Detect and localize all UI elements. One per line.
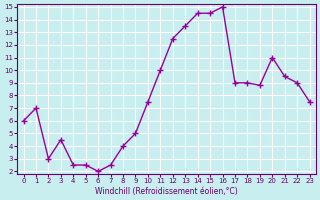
X-axis label: Windchill (Refroidissement éolien,°C): Windchill (Refroidissement éolien,°C)	[95, 187, 238, 196]
